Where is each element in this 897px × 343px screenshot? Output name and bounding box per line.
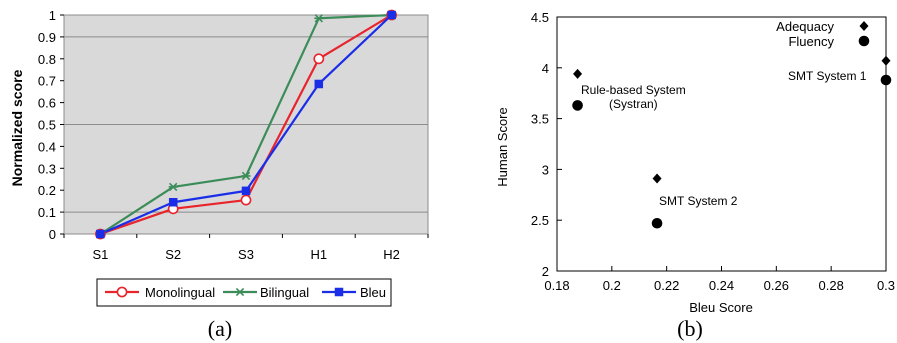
data-points	[572, 55, 892, 229]
annotation-smt1: SMT System 1	[788, 69, 867, 83]
panel-label-b: (b)	[677, 316, 703, 341]
data-point-fluency	[880, 74, 892, 86]
y-tick-label: 0.5	[38, 118, 56, 133]
y-tick-label: 0.2	[38, 183, 56, 198]
data-point-bilingual	[168, 182, 178, 192]
data-point-bleu	[314, 79, 324, 89]
x-tick-label: H1	[310, 247, 327, 262]
y-tick-label: 1	[49, 8, 56, 23]
y-tick-label: 2.5	[531, 213, 549, 228]
annotation-systran: (Systran)	[609, 97, 658, 111]
y-tick-label: 3	[542, 162, 549, 177]
legend-swatch-marker	[859, 21, 869, 31]
scatter-chart-panel: 22.533.544.5 0.18 0.2 0.22 0.24 0.26 0.28 0.3 …	[495, 10, 895, 341]
x-tick-label: H2	[383, 247, 400, 262]
data-point-monolingual	[313, 53, 325, 65]
x-tick-label: 0.24	[709, 278, 734, 293]
series-markers	[95, 9, 397, 240]
y-tick-labels: 0 0.1 0.2 0.3 0.4 0.5 0.6 0.7 0.8 0.9 1	[38, 8, 64, 242]
x-tick-label: 0.26	[764, 278, 789, 293]
y-tick-label: 3.5	[531, 112, 549, 127]
legend-swatch-marker	[235, 287, 245, 297]
legend-label: Monolingual	[145, 285, 215, 300]
x-axis-label: Bleu Score	[689, 300, 753, 315]
data-point-monolingual	[240, 194, 252, 206]
y-tick-label: 4	[542, 61, 549, 76]
y-tick-label: 0.3	[38, 161, 56, 176]
legend-label: Bilingual	[260, 285, 309, 300]
legend-label: Fluency	[788, 34, 834, 49]
legend-item-monolingual: Monolingual	[105, 285, 215, 300]
annotation-smt2: SMT System 2	[659, 194, 738, 208]
legend-swatch-marker	[334, 287, 344, 297]
y-tick-label: 2	[542, 264, 549, 279]
x-tick-label: 0.18	[544, 278, 569, 293]
data-point-adequacy	[881, 55, 891, 66]
x-tick-label: S1	[92, 247, 108, 262]
legend-swatch-marker	[116, 286, 128, 298]
y-tick-label: 0.4	[38, 139, 56, 154]
legend-item-adequacy: Adequacy	[776, 19, 869, 34]
y-tick-label: 0.1	[38, 205, 56, 220]
y-axis-label: Human Score	[495, 107, 510, 186]
legend-swatch-marker	[858, 35, 870, 47]
x-tick-label: 0.2	[603, 278, 621, 293]
y-tick-label: 0.7	[38, 74, 56, 89]
legend-item-bilingual: Bilingual	[223, 285, 309, 300]
x-tick-label: 0.22	[654, 278, 679, 293]
x-tick-labels: S1 S2 S3 H1 H2	[63, 234, 429, 262]
panel-label-a: (a)	[208, 316, 232, 341]
line-chart-panel: 0 0.1 0.2 0.3 0.4 0.5 0.6 0.7 0.8 0.9 1 S1 S2 S3 H1 H2…	[9, 8, 429, 341]
plot-frame	[556, 16, 887, 272]
data-point-bleu	[168, 197, 178, 207]
legend-label: Adequacy	[776, 19, 834, 34]
data-point-bleu	[96, 229, 105, 239]
data-point-bleu	[241, 186, 251, 196]
data-point-fluency	[572, 100, 583, 111]
annotation-rule-based: Rule-based System	[581, 83, 686, 97]
x-tick-labels: 0.18 0.2 0.22 0.24 0.26 0.28 0.3	[544, 266, 895, 293]
legend-item-fluency: Fluency	[788, 34, 870, 49]
y-tick-label: 0.6	[38, 96, 56, 111]
y-tick-label: 4.5	[531, 10, 549, 25]
data-point-fluency	[651, 217, 663, 229]
y-axis-label: Normalized score	[9, 69, 25, 186]
y-tick-label: 0.9	[38, 30, 56, 45]
x-tick-label: 0.28	[819, 278, 844, 293]
x-tick-label: 0.3	[877, 278, 895, 293]
x-tick-label: S2	[165, 247, 181, 262]
data-point-adequacy	[652, 173, 662, 184]
data-point-adequacy	[573, 68, 583, 79]
data-point-bilingual	[314, 14, 324, 23]
legend-item-bleu: Bleu	[322, 285, 386, 300]
data-point-bilingual	[241, 171, 251, 181]
data-point-bleu	[387, 10, 396, 20]
legend: Monolingual Bilingual Bleu	[105, 285, 386, 300]
y-tick-label: 0.8	[38, 52, 56, 67]
x-tick-label: S3	[238, 247, 254, 262]
y-tick-label: 0	[49, 227, 56, 242]
legend-label: Bleu	[360, 285, 386, 300]
y-tick-labels: 2 2.5 3 3.5 4 4.5	[531, 10, 562, 279]
